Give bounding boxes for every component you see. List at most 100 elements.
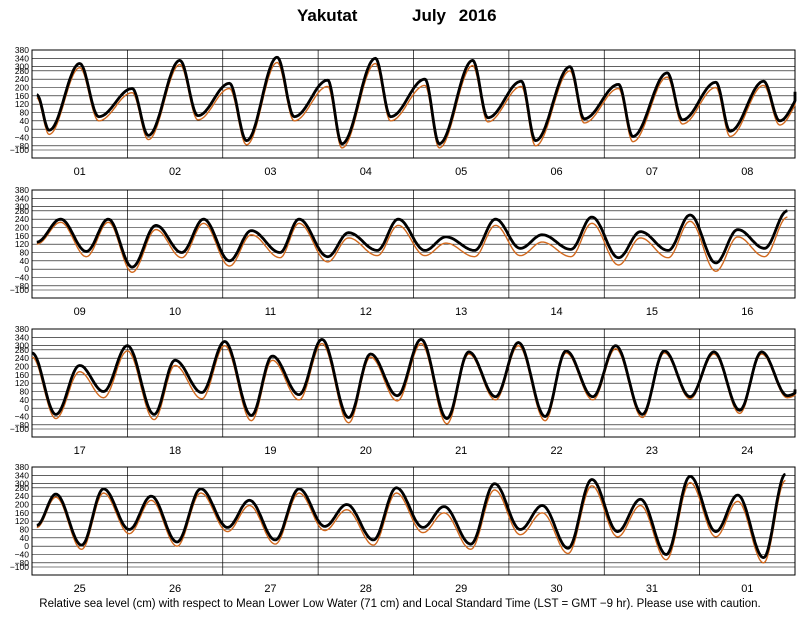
- day-label: 20: [360, 445, 372, 457]
- y-tick-label: 120: [15, 239, 29, 249]
- day-label: 02: [169, 166, 181, 178]
- y-tick-label: 40: [20, 395, 30, 405]
- day-label: 29: [455, 583, 467, 595]
- day-label: 24: [741, 445, 753, 457]
- y-tick-label: 300: [15, 202, 29, 212]
- day-label: 23: [646, 445, 658, 457]
- y-tick-label: 200: [15, 223, 29, 233]
- observed-series-line: [36, 472, 786, 559]
- y-tick-label: 340: [15, 193, 29, 203]
- y-tick-label: 300: [15, 341, 29, 351]
- day-label: 11: [265, 306, 276, 318]
- y-tick-label: 40: [20, 256, 30, 266]
- y-tick-label: 200: [15, 83, 29, 93]
- y-tick-label: 80: [20, 108, 30, 118]
- y-tick-label: 160: [15, 508, 29, 518]
- day-label: 21: [455, 445, 467, 457]
- y-tick-label: −100: [10, 145, 29, 155]
- y-tick-label: 240: [15, 353, 29, 363]
- day-label: 06: [550, 166, 562, 178]
- panel-frame: [31, 466, 796, 576]
- y-tick-label: 80: [20, 525, 30, 535]
- observed-series-line: [35, 55, 797, 146]
- y-tick-label: 280: [15, 206, 29, 216]
- day-label: 30: [550, 583, 562, 595]
- day-label: 14: [550, 306, 562, 318]
- y-tick-label: 380: [15, 45, 29, 55]
- y-tick-label: 80: [20, 387, 30, 397]
- y-tick-label: 280: [15, 345, 29, 355]
- station-name: Yakutat: [297, 6, 358, 25]
- day-label: 03: [264, 166, 276, 178]
- panel-frame: [31, 328, 796, 438]
- y-tick-label: 0: [24, 403, 29, 413]
- y-tick-label: 380: [15, 462, 29, 472]
- day-label: 07: [646, 166, 658, 178]
- y-tick-label: −40: [15, 412, 30, 422]
- panel-frame: [31, 189, 796, 299]
- y-tick-label: 340: [15, 470, 29, 480]
- day-label: 22: [550, 445, 562, 457]
- day-label: 08: [741, 166, 753, 178]
- day-label: 04: [360, 166, 372, 178]
- y-tick-label: 280: [15, 66, 29, 76]
- y-tick-label: −40: [15, 273, 30, 283]
- y-tick-label: −40: [15, 550, 30, 560]
- y-tick-label: 240: [15, 74, 29, 84]
- y-tick-label: 160: [15, 91, 29, 101]
- day-label: 05: [455, 166, 467, 178]
- day-label: 28: [360, 583, 372, 595]
- y-tick-label: 340: [15, 53, 29, 63]
- y-tick-label: 240: [15, 491, 29, 501]
- y-tick-label: 40: [20, 116, 30, 126]
- y-tick-label: 40: [20, 533, 30, 543]
- y-tick-label: 300: [15, 479, 29, 489]
- y-tick-label: −80: [15, 141, 30, 151]
- day-label: 26: [169, 583, 181, 595]
- y-tick-label: 380: [15, 185, 29, 195]
- y-tick-label: 200: [15, 362, 29, 372]
- y-tick-label: −100: [10, 285, 29, 295]
- y-tick-label: 300: [15, 62, 29, 72]
- day-label: 27: [264, 583, 276, 595]
- day-label: 16: [741, 306, 753, 318]
- observed-series-line: [36, 209, 788, 269]
- day-label: 09: [74, 306, 86, 318]
- y-tick-label: 200: [15, 500, 29, 510]
- observed-series-line: [31, 338, 797, 420]
- y-tick-label: −100: [10, 424, 29, 434]
- y-tick-label: 160: [15, 231, 29, 241]
- y-tick-label: 0: [24, 124, 29, 134]
- chart-caption: Relative sea level (cm) with respect to …: [39, 598, 761, 610]
- day-label: 31: [646, 583, 658, 595]
- y-tick-label: 120: [15, 516, 29, 526]
- month-year: July 2016: [412, 6, 497, 25]
- y-tick-label: 0: [24, 264, 29, 274]
- panel-1: −100−80−40040801201602002402803003403800…: [10, 45, 797, 178]
- day-label: 01: [741, 583, 753, 595]
- y-tick-label: 0: [24, 541, 29, 551]
- y-tick-label: −100: [10, 562, 29, 572]
- day-label: 18: [169, 445, 181, 457]
- y-tick-label: 340: [15, 332, 29, 342]
- day-label: 10: [169, 306, 181, 318]
- chart-title: Yakutat July 2016: [0, 6, 800, 28]
- day-label: 12: [360, 306, 372, 318]
- day-label: 13: [455, 306, 467, 318]
- day-label: 25: [74, 583, 86, 595]
- y-tick-label: −80: [15, 420, 30, 430]
- y-tick-label: −80: [15, 281, 30, 291]
- day-label: 01: [74, 166, 86, 178]
- y-tick-label: 160: [15, 370, 29, 380]
- y-tick-label: 120: [15, 378, 29, 388]
- predicted-series-line: [36, 216, 788, 273]
- y-tick-label: 280: [15, 483, 29, 493]
- y-tick-label: 120: [15, 99, 29, 109]
- y-tick-label: 240: [15, 214, 29, 224]
- y-tick-label: 380: [15, 324, 29, 334]
- y-tick-label: −80: [15, 558, 30, 568]
